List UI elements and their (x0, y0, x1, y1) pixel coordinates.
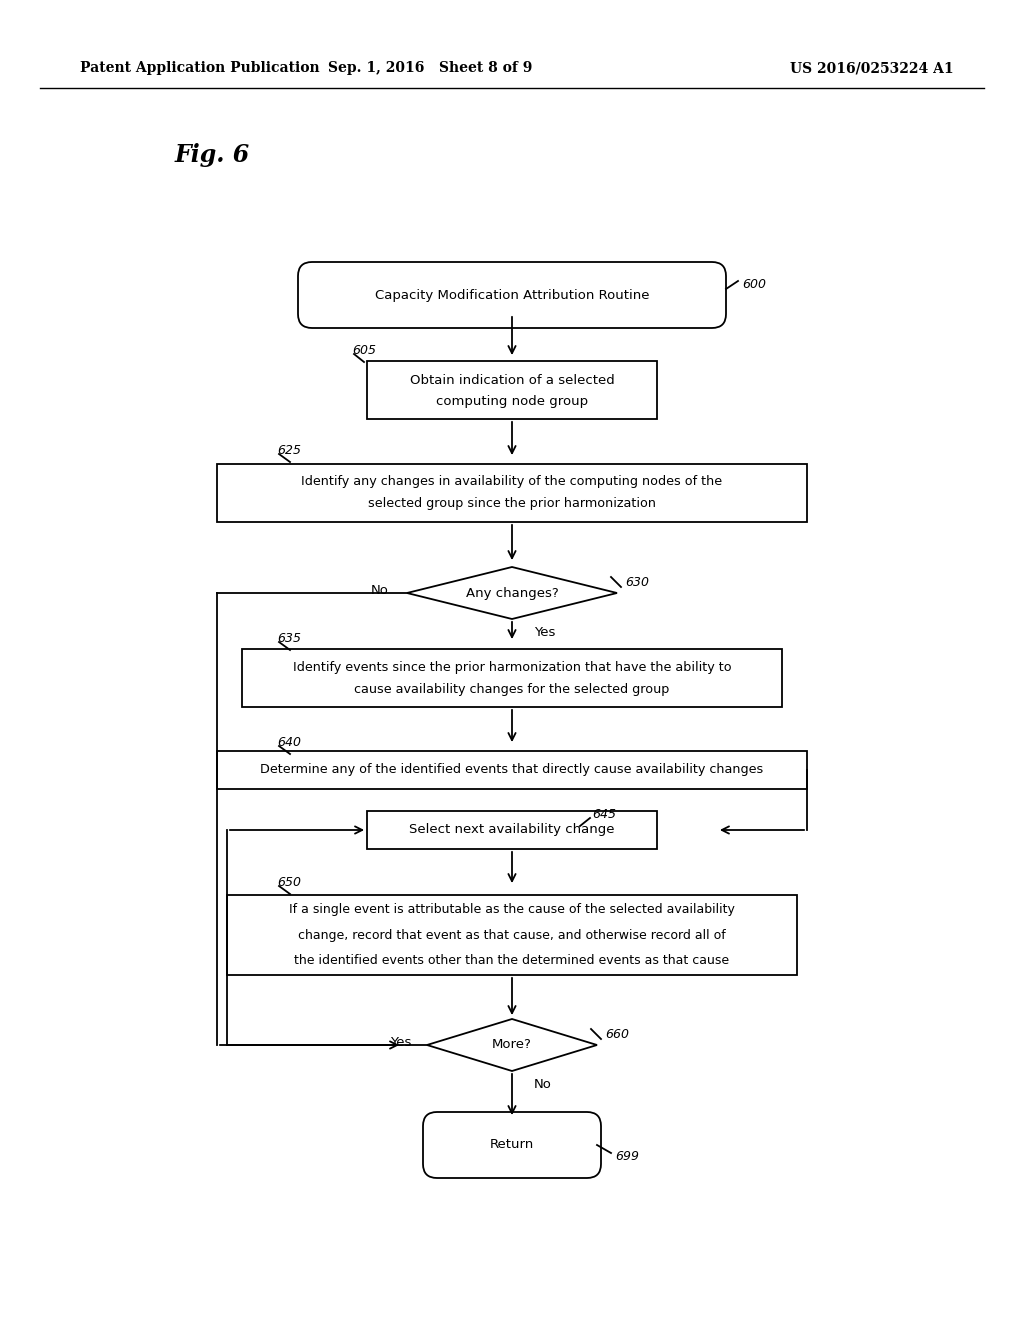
Text: the identified events other than the determined events as that cause: the identified events other than the det… (295, 953, 729, 966)
Text: Capacity Modification Attribution Routine: Capacity Modification Attribution Routin… (375, 289, 649, 301)
Text: 600: 600 (742, 279, 766, 292)
Bar (217, 465, 807, 521)
Bar (242, 649, 782, 708)
Bar (367, 810, 657, 849)
Text: Select next availability change: Select next availability change (410, 824, 614, 837)
Text: If a single event is attributable as the cause of the selected availability: If a single event is attributable as the… (289, 903, 735, 916)
Text: selected group since the prior harmonization: selected group since the prior harmoniza… (368, 498, 656, 511)
Text: Identify any changes in availability of the computing nodes of the: Identify any changes in availability of … (301, 475, 723, 488)
Bar (227, 895, 797, 975)
Text: 605: 605 (352, 343, 376, 356)
Bar (217, 751, 807, 789)
Bar (367, 360, 657, 418)
Text: Obtain indication of a selected: Obtain indication of a selected (410, 374, 614, 387)
FancyBboxPatch shape (298, 261, 726, 327)
Text: 630: 630 (625, 577, 649, 590)
Text: 645: 645 (592, 808, 616, 821)
Text: change, record that event as that cause, and otherwise record all of: change, record that event as that cause,… (298, 928, 726, 941)
Text: Patent Application Publication: Patent Application Publication (80, 61, 319, 75)
Text: 625: 625 (278, 444, 301, 457)
Polygon shape (427, 1019, 597, 1071)
Text: Identify events since the prior harmonization that have the ability to: Identify events since the prior harmoniz… (293, 660, 731, 673)
FancyBboxPatch shape (423, 1111, 601, 1177)
Polygon shape (407, 568, 617, 619)
Text: US 2016/0253224 A1: US 2016/0253224 A1 (790, 61, 953, 75)
Text: Sep. 1, 2016   Sheet 8 of 9: Sep. 1, 2016 Sheet 8 of 9 (328, 61, 532, 75)
Text: Return: Return (489, 1138, 535, 1151)
Text: computing node group: computing node group (436, 396, 588, 408)
Text: No: No (534, 1077, 552, 1090)
Text: Yes: Yes (389, 1036, 411, 1049)
Text: Yes: Yes (534, 627, 555, 639)
Text: More?: More? (493, 1039, 531, 1052)
Text: Fig. 6: Fig. 6 (175, 143, 250, 168)
Text: 640: 640 (278, 735, 301, 748)
Text: cause availability changes for the selected group: cause availability changes for the selec… (354, 682, 670, 696)
Text: No: No (371, 585, 389, 598)
Text: 699: 699 (615, 1151, 639, 1163)
Text: 635: 635 (278, 631, 301, 644)
Text: 650: 650 (278, 875, 301, 888)
Text: 660: 660 (605, 1028, 629, 1041)
Text: Any changes?: Any changes? (466, 586, 558, 599)
Text: Determine any of the identified events that directly cause availability changes: Determine any of the identified events t… (260, 763, 764, 776)
